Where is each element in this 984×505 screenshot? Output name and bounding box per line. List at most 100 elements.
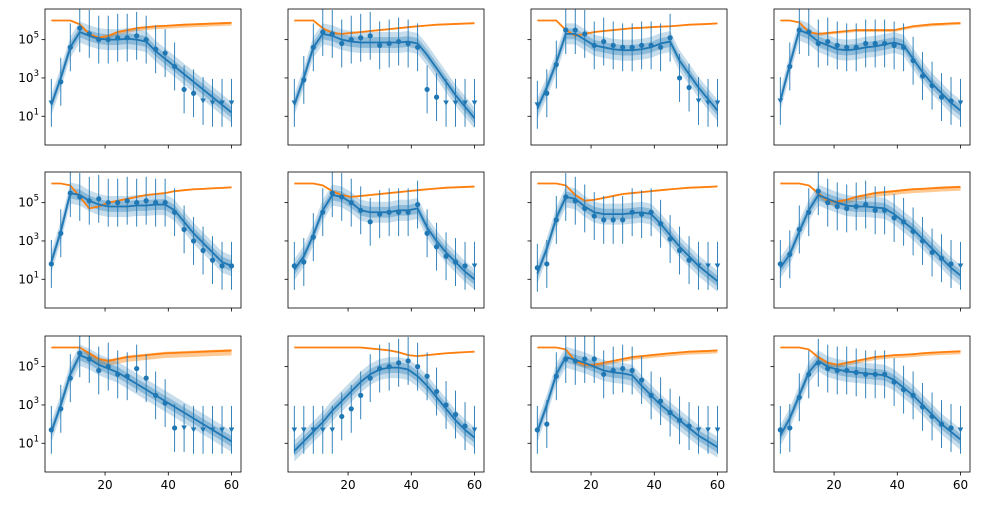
plot-area [291,9,478,129]
data-point [591,42,597,48]
data-point [563,194,569,200]
data-point [377,42,383,48]
data-point [433,244,440,250]
model-band-inner [51,26,232,118]
x-tick-label: 40 [404,478,419,492]
data-point [582,205,588,211]
data-point [815,40,821,47]
data-point [443,402,449,408]
data-point [124,35,130,41]
data-point [77,194,83,200]
data-point [433,94,440,100]
y-tick-label: 105 [18,358,39,374]
plot-area [777,338,964,454]
censored-point [291,427,298,433]
model-band-outer [780,184,961,286]
x-tick-label: 20 [826,478,841,492]
data-point [591,356,597,362]
data-point [209,257,216,263]
data-point [658,221,664,227]
data-point [58,79,64,85]
data-point [686,423,692,429]
censored-point [471,263,478,269]
data-point [339,413,345,420]
censored-point [48,100,55,106]
censored-point [471,100,478,106]
data-point [563,27,569,33]
data-point [948,425,954,431]
censored-point [190,427,197,433]
model-line [293,32,476,119]
censored-point [471,427,478,433]
data-point [424,373,430,379]
data-point [639,377,645,383]
data-point [134,365,140,372]
data-point [910,392,916,398]
data-point [96,196,102,202]
data-point [386,209,392,215]
data-point [572,27,578,33]
model-band-inner [294,28,475,124]
data-point [834,367,840,374]
data-point [396,38,402,45]
axes-frame [530,171,728,309]
data-point [153,392,159,398]
data-point [358,392,364,398]
data-point [658,44,664,50]
data-point [172,63,178,70]
data-point [329,190,335,196]
data-point [553,217,559,223]
censored-point [200,427,206,433]
data-point [948,98,954,104]
axes-frame [773,171,971,309]
data-point [48,427,54,433]
susceptible-band [51,20,232,41]
data-point [190,90,197,96]
data-point [825,365,831,372]
data-point [629,44,635,50]
data-point [676,417,683,423]
data-point [105,364,111,370]
model-line [779,28,962,112]
data-point [153,46,159,52]
data-point [534,265,540,271]
susceptible-line [294,182,475,198]
model-line [536,33,719,112]
x-tick-label: 20 [340,478,355,492]
data-point [67,190,73,196]
susceptible-line [294,346,475,358]
data-point [591,213,597,219]
data-point [601,38,607,45]
plot-area [291,336,478,462]
data-point [844,205,850,211]
data-point [143,37,149,43]
subplot-5: 101 103 105 [18,171,242,312]
data-point [806,209,812,215]
data-point [358,207,364,213]
data-point [415,201,421,208]
axes-frame [773,8,971,146]
data-point [872,40,878,47]
axes-frame [530,8,728,146]
data-point [115,371,121,377]
data-point [648,392,654,398]
data-point [582,356,588,362]
y-tick-label: 101 [18,270,39,286]
model-band-outer [537,346,718,458]
data-point [676,75,683,81]
data-point [320,29,326,35]
data-point [115,200,121,206]
y-tick-label: 103 [18,396,39,412]
data-point [610,42,616,48]
subplot-7 [527,171,728,312]
data-point [938,255,945,261]
censored-point [228,427,235,433]
data-point [301,77,307,83]
plot-area [777,172,964,290]
data-point [553,61,559,68]
subplot-8 [770,171,971,312]
x-tick-label: 40 [647,478,662,492]
data-point [544,261,550,267]
data-point [853,44,859,50]
x-tick-label: 20 [97,478,112,492]
